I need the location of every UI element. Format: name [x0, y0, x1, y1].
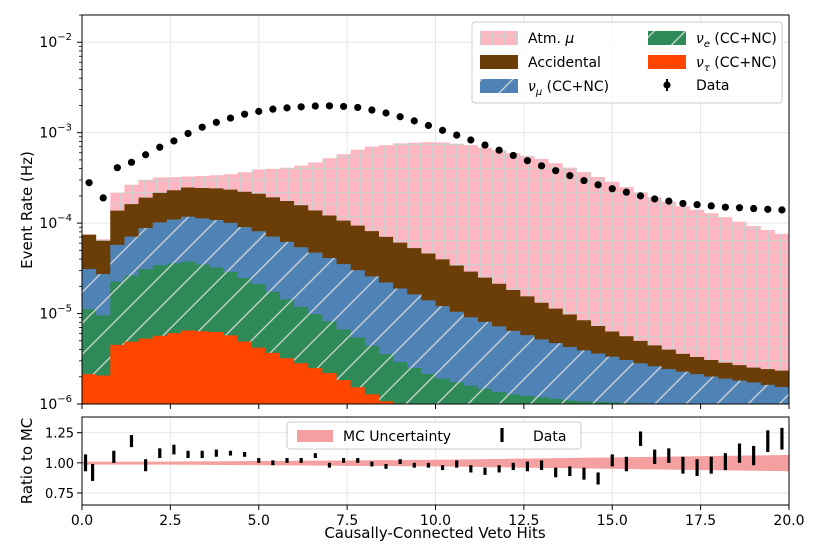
data-point — [142, 151, 150, 159]
main-y-tick-label: 10−5 — [39, 304, 72, 323]
data-point — [226, 114, 235, 122]
ratio-x-ticks: 0.0 2.5 5.0 7.5 10.0 12.5 15.0 17.5 20.0 — [71, 505, 805, 529]
data-point — [198, 123, 206, 131]
x-tick-label: 2.5 — [159, 513, 181, 529]
data-point — [566, 172, 574, 180]
x-tick-label: 20.0 — [773, 513, 804, 529]
data-point — [580, 177, 588, 185]
legend-label-atm: Atm. μ — [528, 31, 574, 47]
x-tick-label: 10.0 — [420, 513, 451, 529]
data-point — [537, 162, 546, 170]
data-point — [410, 117, 418, 125]
data-point — [339, 102, 348, 111]
data-point — [269, 105, 277, 113]
data-point — [594, 181, 602, 189]
data-point — [509, 151, 517, 160]
x-tick-label: 0.0 — [71, 513, 93, 529]
main-panel: 10−6 10−5 10−4 10−3 10−2 Event Rate (Hz) Atm… — [18, 14, 790, 413]
data-point — [184, 129, 192, 138]
data-point — [113, 164, 121, 172]
data-point — [99, 194, 107, 202]
data-point — [495, 146, 503, 154]
data-point — [156, 143, 164, 151]
legend-swatch-mc-uncertainty — [297, 430, 333, 442]
legend-swatch-cc-nc — [648, 55, 686, 69]
data-point — [622, 188, 630, 196]
data-point — [750, 204, 758, 213]
ratio-y-ticks: 0.75 1.00 1.25 — [45, 427, 82, 502]
data-point — [693, 201, 701, 209]
data-point — [424, 121, 433, 130]
legend-swatch-texture — [480, 31, 518, 45]
data-point — [778, 206, 786, 214]
ratio-legend: MC Uncertainty Data — [286, 421, 582, 450]
ratio-y-tick-label: 0.75 — [45, 487, 74, 502]
main-x-ticks — [81, 404, 790, 409]
data-point — [665, 197, 673, 205]
data-point — [453, 131, 461, 139]
data-point — [438, 126, 447, 134]
ratio-data-points — [83, 427, 784, 485]
ratio-legend-box — [286, 421, 582, 450]
data-point — [707, 202, 715, 210]
data-point — [283, 104, 291, 112]
ratio-y-tick-label: 1.00 — [45, 457, 74, 472]
data-point — [467, 136, 475, 144]
x-tick-label: 7.5 — [336, 513, 358, 529]
data-point — [311, 102, 319, 110]
data-point — [127, 158, 136, 166]
data-point — [636, 192, 645, 200]
data-point — [481, 141, 489, 149]
legend-label-mc-uncertainty: MC Uncertainty — [343, 429, 451, 445]
legend-label-cc-nc: νμ (CC+NC) — [528, 79, 609, 98]
data-point — [382, 109, 390, 117]
data-point — [297, 103, 305, 111]
legend-swatch-texture — [648, 31, 686, 45]
x-tick-label: 5.0 — [248, 513, 270, 529]
data-point — [170, 137, 178, 145]
legend-label-e-cc-nc: νe (CC+NC) — [696, 31, 777, 50]
ratio-y-axis-label: Ratio to MC — [18, 418, 36, 505]
main-y-tick-label: 10−6 — [39, 394, 72, 413]
data-point — [552, 167, 560, 175]
stacked-areas — [82, 142, 789, 404]
data-point — [368, 106, 376, 114]
main-y-tick-label: 10−2 — [39, 32, 72, 51]
main-legend: Atm. μ Accidental νμ (CC+NC) νe (CC+NC) ντ (… — [471, 21, 783, 104]
data-point — [735, 204, 744, 212]
x-tick-label: 15.0 — [597, 513, 628, 529]
data-point — [679, 199, 687, 208]
legend-swatch-accidental — [480, 55, 518, 69]
data-point — [255, 107, 263, 115]
data-point — [241, 110, 249, 118]
x-axis-label: Causally-Connected Veto Hits — [324, 524, 546, 542]
data-point — [354, 103, 362, 112]
x-tick-label: 17.5 — [685, 513, 716, 529]
legend-swatch-texture — [480, 79, 518, 93]
area-cc-nc — [82, 330, 394, 404]
data-point — [212, 118, 220, 126]
data-point — [651, 195, 659, 203]
legend-label-ratio-data: Data — [533, 429, 566, 445]
main-y-tick-label: 10−4 — [39, 213, 72, 232]
data-point — [721, 203, 729, 211]
main-legend-box — [471, 21, 783, 104]
main-y-axis-label: Event Rate (Hz) — [18, 151, 36, 269]
data-point — [608, 185, 616, 193]
main-y-ticks: 10−6 10−5 10−4 10−3 10−2 — [39, 14, 82, 413]
data-point — [523, 157, 532, 165]
ratio-panel: 0.75 1.00 1.25 0.0 2.5 5.0 7.5 10.0 12.5 15.0 17.… — [18, 416, 805, 542]
legend-label-accidental: Accidental — [528, 55, 601, 71]
ratio-y-tick-label: 1.25 — [45, 427, 74, 442]
main-y-tick-label: 10−3 — [39, 123, 72, 142]
legend-label-data: Data — [696, 78, 729, 94]
data-point — [85, 179, 93, 187]
x-tick-label: 12.5 — [508, 513, 539, 529]
legend-label-cc-nc: ντ (CC+NC) — [696, 55, 777, 74]
data-points — [85, 102, 786, 214]
data-point — [396, 113, 404, 121]
data-point — [325, 102, 334, 110]
data-point — [764, 205, 772, 213]
